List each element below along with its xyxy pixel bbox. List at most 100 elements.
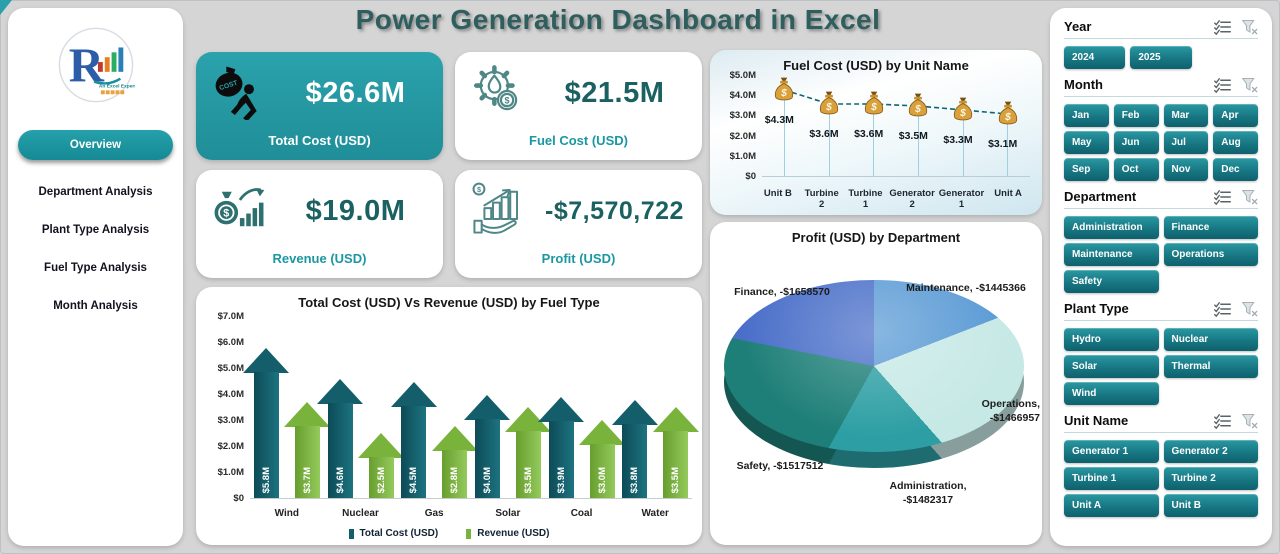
slicer-month: Month Jan Feb Mar Apr May Jun Jul Aug Sep Oct Nov De…	[1064, 76, 1258, 181]
bar-total-cost-usd-water: $3.8M	[611, 400, 658, 498]
slicer-unit-name-turbine-2[interactable]: Turbine 2	[1163, 467, 1258, 490]
slicer-plant-type-hydro[interactable]: Hydro	[1064, 328, 1159, 351]
bar-x-label-solar: Solar	[495, 508, 521, 519]
slicer-plant-type-nuclear[interactable]: Nuclear	[1163, 328, 1258, 351]
fuel-data-label: $3.1M	[988, 138, 1018, 150]
clear-filter-icon[interactable]	[1241, 412, 1258, 429]
drop-line	[962, 120, 964, 176]
bar-total-cost-usd-nuclear: $4.6M	[317, 379, 363, 498]
drop-line	[917, 116, 919, 176]
chart-title: Total Cost (USD) Vs Revenue (USD) by Fue…	[298, 295, 600, 310]
slicer-unit-name-unit-a[interactable]: Unit A	[1064, 494, 1159, 517]
slicer-panel: Year 2024 2025 Month Jan Feb Mar Apr May Jun Jul Au…	[1050, 8, 1272, 546]
sidebar-item-overview[interactable]: Overview	[18, 130, 173, 160]
svg-text:$: $	[477, 185, 481, 194]
fuel-x-label-generator-1: Generator 1	[938, 188, 985, 211]
cost-bag-carrier-icon: COST	[210, 62, 268, 125]
slicer-month-nov[interactable]: Nov	[1163, 158, 1209, 181]
slicer-month-oct[interactable]: Oct	[1113, 158, 1159, 181]
slicer-month-jul[interactable]: Jul	[1163, 131, 1209, 154]
slicer-unit-name-generator-1[interactable]: Generator 1	[1064, 440, 1159, 463]
slicer-unit-name-unit-b[interactable]: Unit B	[1163, 494, 1258, 517]
bar-revenue-usd-gas: $2.8M	[431, 426, 478, 498]
slicer-plant-type-solar[interactable]: Solar	[1064, 355, 1159, 378]
multiselect-icon[interactable]	[1213, 77, 1232, 93]
bar-revenue-usd-water: $3.5M	[652, 407, 699, 498]
kpi-value: $19.0M	[305, 195, 406, 227]
bar-revenue-usd-wind: $3.7M	[284, 402, 331, 498]
slicer-department: Department Administration Finance Maintenan…	[1064, 188, 1258, 293]
bar-total-cost-usd-coal: $3.9M	[538, 397, 585, 498]
sidebar-item-plant-type-analysis[interactable]: Plant Type Analysis	[41, 224, 150, 236]
slicer-department-maintenance[interactable]: Maintenance	[1064, 243, 1159, 266]
fuel-plot: $ $4.3M $ $3.6M $ $3.6M $ $3.5M $ $3.3M $ $3.1M	[762, 76, 1030, 177]
multiselect-icon[interactable]	[1213, 189, 1232, 205]
profit-hand-chart-icon: $	[469, 180, 527, 243]
slicer-month-feb[interactable]: Feb	[1113, 104, 1159, 127]
money-bag-icon-unit-a: $	[995, 100, 1021, 128]
svg-text:$: $	[505, 96, 510, 106]
bar-x-label-wind: Wind	[274, 508, 300, 519]
svg-text:$: $	[870, 102, 877, 113]
slicer-title: Plant Type	[1064, 301, 1129, 316]
slicer-month-sep[interactable]: Sep	[1064, 158, 1109, 181]
slicer-year-2024[interactable]: 2024	[1064, 46, 1126, 69]
legend-marker-revenue	[466, 528, 472, 539]
fuel-data-label: $3.3M	[943, 134, 973, 146]
multiselect-icon[interactable]	[1213, 413, 1232, 429]
slicer-month-dec[interactable]: Dec	[1213, 158, 1258, 181]
slicer-month-mar[interactable]: Mar	[1163, 104, 1209, 127]
slicer-unit-name: Unit Name Generator 1 Generator 2 Turbine 1…	[1064, 412, 1258, 517]
bar-total-cost-usd-gas: $4.5M	[390, 382, 437, 498]
fuel-x-label-unit-a: Unit A	[994, 188, 1022, 200]
slicer-month-may[interactable]: May	[1064, 131, 1109, 154]
slicer-department-safety[interactable]: Safety	[1064, 270, 1159, 293]
bar-x-label-water: Water	[641, 508, 669, 519]
bar-group-gas: $4.5M $2.8M	[390, 382, 478, 498]
bar-x-label-nuclear: Nuclear	[342, 508, 379, 519]
revenue-moneybag-bars-icon: $	[210, 180, 268, 243]
slicer-unit-name-generator-2[interactable]: Generator 2	[1163, 440, 1258, 463]
fuel-x-label-generator-2: Generator 2	[889, 188, 935, 211]
slicer-plant-type: Plant Type Hydro Nuclear Solar Thermal Wind	[1064, 300, 1258, 405]
pie-label-administration: Administration, -$1482317	[889, 480, 967, 506]
slicer-department-administration[interactable]: Administration	[1064, 216, 1159, 239]
bar-group-wind: $5.8M $3.7M	[243, 348, 331, 498]
slicer-title: Year	[1064, 19, 1092, 34]
slicer-month-jan[interactable]: Jan	[1064, 104, 1109, 127]
slicer-year-2025[interactable]: 2025	[1130, 46, 1192, 69]
slicer-plant-type-thermal[interactable]: Thermal	[1163, 355, 1258, 378]
svg-text:$: $	[780, 88, 787, 99]
svg-text:$: $	[825, 102, 832, 113]
legend-revenue: Revenue (USD)	[466, 528, 549, 539]
slicer-unit-name-turbine-1[interactable]: Turbine 1	[1064, 467, 1159, 490]
slicer-department-operations[interactable]: Operations	[1163, 243, 1258, 266]
svg-text:$: $	[1004, 112, 1011, 123]
clear-filter-icon[interactable]	[1241, 18, 1258, 35]
multiselect-icon[interactable]	[1213, 301, 1232, 317]
clear-filter-icon[interactable]	[1241, 76, 1258, 93]
company-logo: R An Excel Expert	[57, 26, 136, 104]
fuel-y-axis: $5.0M $4.0M $3.0M $2.0M $1.0M $0	[729, 70, 756, 182]
slicer-month-aug[interactable]: Aug	[1213, 131, 1258, 154]
multiselect-icon[interactable]	[1213, 19, 1232, 35]
clear-filter-icon[interactable]	[1241, 300, 1258, 317]
page-title: Power Generation Dashboard in Excel	[355, 4, 881, 35]
sidebar-item-fuel-type-analysis[interactable]: Fuel Type Analysis	[44, 262, 147, 274]
fuel-x-label-unit-b: Unit B	[763, 188, 792, 200]
slicer-month-apr[interactable]: Apr	[1213, 104, 1258, 127]
drop-line	[783, 100, 785, 176]
fuel-data-label: $3.6M	[854, 128, 884, 140]
slicer-month-jun[interactable]: Jun	[1113, 131, 1159, 154]
fuel-trend-dashed-line	[784, 89, 1008, 115]
sidebar-item-department-analysis[interactable]: Department Analysis	[38, 186, 153, 198]
slicer-title: Unit Name	[1064, 413, 1129, 428]
clear-filter-icon[interactable]	[1241, 188, 1258, 205]
bar-group-nuclear: $4.6M $2.5M	[317, 379, 404, 498]
sidebar-item-month-analysis[interactable]: Month Analysis	[53, 300, 138, 312]
chart-profit-by-department: Profit (USD) by Department Maintenance, …	[710, 222, 1042, 545]
slicer-plant-type-wind[interactable]: Wind	[1064, 382, 1159, 405]
slicer-department-finance[interactable]: Finance	[1163, 216, 1258, 239]
chart-title: Fuel Cost (USD) by Unit Name	[783, 58, 969, 73]
bar-x-label-gas: Gas	[424, 508, 444, 519]
